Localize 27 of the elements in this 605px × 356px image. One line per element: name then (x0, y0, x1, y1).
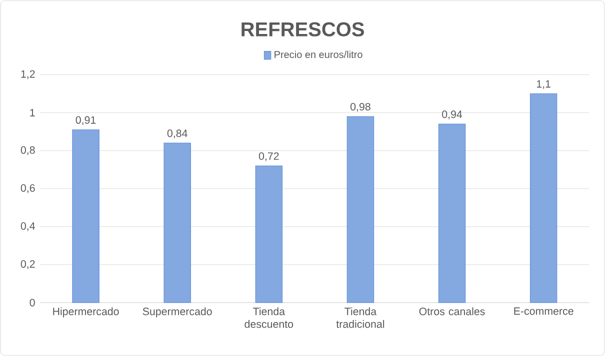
data-label: 0,98 (350, 102, 370, 112)
x-tick-label: Tienda descuento (244, 307, 294, 328)
data-label: 0,94 (442, 110, 462, 120)
y-tick-label: 0 (30, 298, 35, 306)
y-tick-label: 0,8 (20, 146, 35, 156)
x-tick-label: Tienda tradicional (336, 307, 384, 328)
data-label: 0,72 (258, 152, 279, 162)
y-tick-label: 1,2 (21, 70, 35, 80)
chart-title: REFRESCOS (242, 22, 364, 36)
y-tick-label: 1 (30, 108, 35, 116)
bar (72, 129, 100, 303)
x-tick-label: Supermercado (142, 307, 212, 318)
legend-label: Precio en euros/litro (274, 50, 362, 58)
data-label: 0,84 (167, 130, 188, 138)
x-tick-label: Hipermercado (53, 307, 119, 318)
data-label: 0,91 (76, 116, 96, 126)
y-tick-label: 0,4 (20, 222, 35, 232)
bar (164, 142, 191, 303)
x-tick-label: Otros canales (419, 307, 485, 316)
bar (530, 93, 558, 303)
data-label: 1,1 (536, 80, 550, 89)
y-tick-label: 0,2 (20, 260, 35, 270)
x-tick-label: E-commerce (514, 307, 574, 315)
bar (438, 124, 466, 303)
y-tick-label: 0,6 (20, 184, 35, 194)
bar (346, 116, 374, 303)
bar (255, 166, 282, 303)
